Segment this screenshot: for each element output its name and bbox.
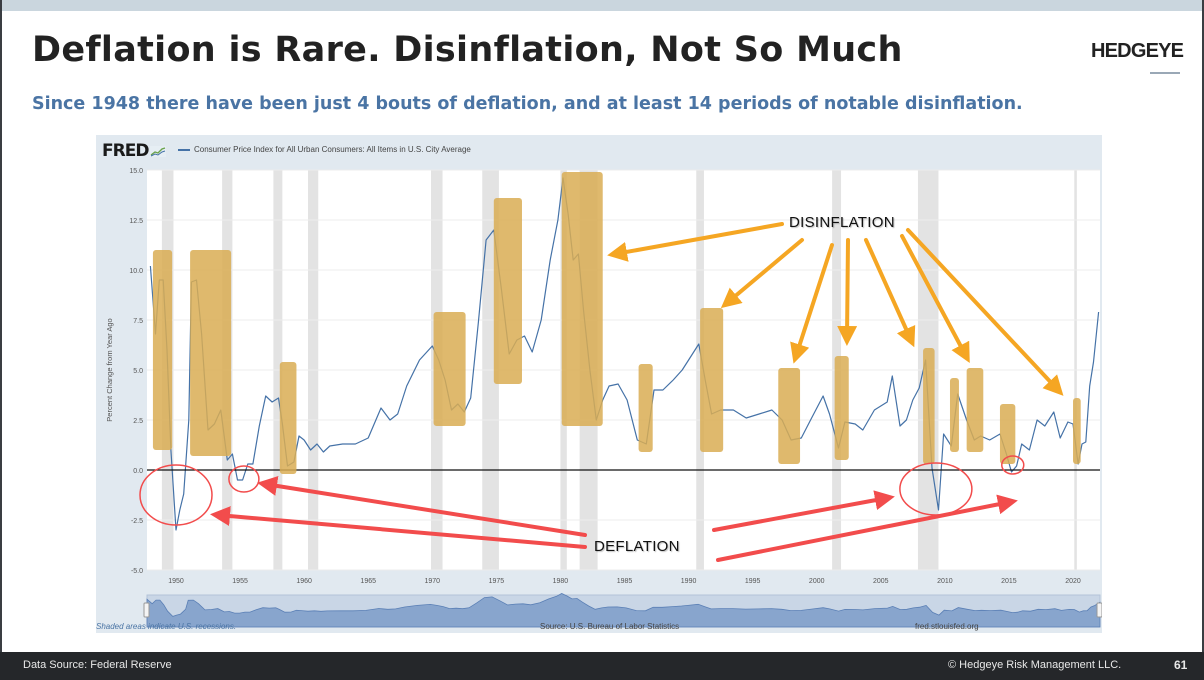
range-handle-right[interactable] [1096,602,1102,618]
disinflation-box [966,368,984,452]
disinflation-box [638,364,653,452]
disinflation-box [700,308,724,452]
fred-chart: FRED Consumer Price Index for All Urban … [96,135,1102,633]
disinflation-box [999,404,1016,464]
page-number: 61 [1174,658,1188,672]
x-tick-label: 2015 [1001,578,1017,585]
legend-swatch [178,148,190,151]
disinflation-box [561,172,603,426]
y-tick-label: -5.0 [131,568,143,575]
x-tick-label: 1965 [360,578,376,585]
disinflation-arrow [790,243,834,364]
fred-site-link[interactable]: fred.stlouisfed.org [915,622,979,631]
deflation-circle [1001,455,1025,475]
y-tick-label: 15.0 [129,168,143,175]
x-tick-label: 1995 [745,578,761,585]
disinflation-arrow [837,238,858,346]
y-axis-label: Percent Change from Year Ago [105,318,114,421]
y-tick-label: 0.0 [133,468,143,475]
disinflation-arrow [607,222,784,262]
disinflation-box [834,356,849,460]
slide-subtitle: Since 1948 there have been just 4 bouts … [32,94,1023,114]
disinflation-box [949,378,959,452]
disinflation-box [152,250,173,450]
disinflation-box [279,362,297,474]
disinflation-box [433,312,466,426]
disinflation-label: DISINFLATION [789,214,895,231]
navigator-series [146,593,1101,628]
deflation-circle [139,464,213,526]
x-tick-label: 1975 [489,578,505,585]
copyright: © Hedgeye Risk Management LLC. [948,659,1122,671]
x-tick-label: 1990 [681,578,697,585]
deflation-arrow [712,490,895,532]
top-band [2,0,1202,11]
disinflation-arrow [720,238,804,309]
slide-title: Deflation is Rare. Disinflation, Not So … [32,30,903,70]
data-source: Data Source: Federal Reserve [23,659,172,671]
legend-label: Consumer Price Index for All Urban Consu… [194,145,471,154]
deflation-arrow [210,506,587,549]
x-tick-label: 1980 [553,578,569,585]
disinflation-box [778,368,801,464]
disinflation-arrow [900,234,970,364]
deflation-label: DEFLATION [594,538,680,555]
x-tick-label: 2000 [809,578,825,585]
logo-underline [1150,72,1180,74]
disinflation-box [923,348,935,464]
x-tick-label: 1985 [617,578,633,585]
slide-footer: Data Source: Federal Reserve © Hedgeye R… [0,652,1204,680]
chart-legend: Consumer Price Index for All Urban Consu… [178,145,471,154]
deflation-arrow [716,494,1018,562]
chart-canvas: 15.0 12.5 10.0 7.5 5.0 2.5 0.0 -2.5 -5.0 Percent … [105,168,1102,628]
disinflation-arrow [906,228,1064,396]
hedgeye-logo: HEDGEYE [1091,40,1184,62]
y-tick-label: 12.5 [129,218,143,225]
y-tick-label: 2.5 [133,418,143,425]
x-tick-label: 1960 [296,578,312,585]
y-tick-label: 5.0 [133,368,143,375]
x-tick-label: 1950 [168,578,184,585]
recession-note: Shaded areas indicate U.S. recessions. [96,622,237,631]
x-tick-label: 2005 [873,578,889,585]
y-tick-label: -2.5 [131,518,143,525]
y-tick-label: 10.0 [129,268,143,275]
x-tick-label: 1955 [232,578,248,585]
disinflation-box [190,250,232,456]
disinflation-arrow [864,238,916,348]
disinflation-box [1073,398,1081,464]
fred-graph-icon [150,146,167,157]
source-note: Source: U.S. Bureau of Labor Statistics [540,622,680,631]
x-tick-label: 2020 [1065,578,1081,585]
x-tick-label: 2010 [937,578,953,585]
y-tick-label: 7.5 [133,318,143,325]
x-tick-label: 1970 [424,578,440,585]
fred-logo: FRED [102,141,167,161]
disinflation-box [493,198,522,384]
range-handle-left[interactable] [143,602,150,618]
deflation-arrow [257,476,587,537]
